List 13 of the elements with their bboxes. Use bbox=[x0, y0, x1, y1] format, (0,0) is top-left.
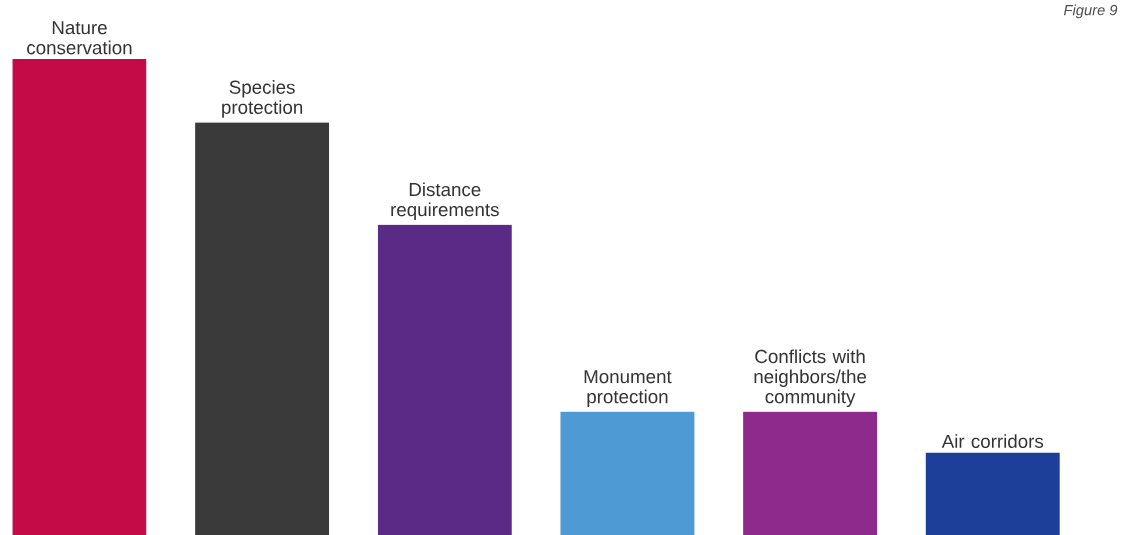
caption: Figure 9 bbox=[1063, 4, 1118, 19]
bar bbox=[925, 452, 1060, 535]
x-tick-label: Nature conservation bbox=[27, 21, 132, 55]
bar bbox=[560, 411, 695, 535]
bar bbox=[195, 122, 330, 535]
x-tick-label: Air corridors bbox=[941, 434, 1044, 448]
x-tick-label: Distance requirements bbox=[391, 182, 499, 220]
bar bbox=[12, 59, 147, 535]
x-tick-label: Conflicts with neighbors/the community bbox=[754, 349, 867, 408]
x-tick-label: Species protection bbox=[222, 80, 303, 118]
bar bbox=[743, 411, 878, 535]
x-tick-label: Monument protection bbox=[584, 370, 672, 408]
bar bbox=[377, 224, 512, 535]
